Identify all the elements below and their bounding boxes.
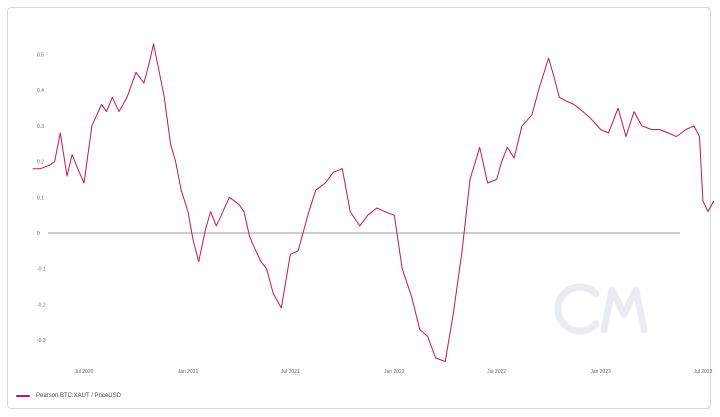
- series-line: [32, 43, 715, 362]
- x-tick-label: Jan 2022: [384, 369, 405, 375]
- x-tick-label: Jan 2021: [178, 369, 199, 375]
- x-tick-label: Jul 2021: [281, 369, 300, 375]
- y-tick-label: 0.3: [37, 124, 44, 130]
- cm-watermark-logo: [554, 283, 648, 335]
- y-tick-label: -0.2: [37, 302, 46, 308]
- y-tick-label: -0.3: [37, 338, 46, 344]
- legend-swatch: [16, 395, 30, 397]
- legend[interactable]: Pearson BTC:XAUT / PriceUSD: [16, 390, 121, 402]
- x-tick-label: Jul 2020: [75, 369, 94, 375]
- legend-label: Pearson BTC:XAUT / PriceUSD: [36, 393, 121, 399]
- chart-frame: [7, 7, 711, 409]
- y-tick-label: 0.4: [37, 88, 44, 94]
- y-tick-label: -0.1: [37, 267, 46, 273]
- y-tick-label: 0.5: [37, 53, 44, 59]
- x-tick-label: Jul 2023: [693, 369, 712, 375]
- y-tick-label: 0.1: [37, 195, 44, 201]
- y-tick-label: 0: [37, 231, 40, 237]
- x-axis: Jul 2020 Jan 2021 Jul 2021 Jan 2022 Jul 2022…: [75, 369, 713, 375]
- y-tick-label: 0.2: [37, 160, 44, 166]
- x-tick-label: Jan 2023: [590, 369, 611, 375]
- y-axis: 0.5 0.4 0.3 0.2 0.1 0 -0.1 -0.2 -0.3: [37, 53, 46, 345]
- x-tick-label: Jul 2022: [487, 369, 506, 375]
